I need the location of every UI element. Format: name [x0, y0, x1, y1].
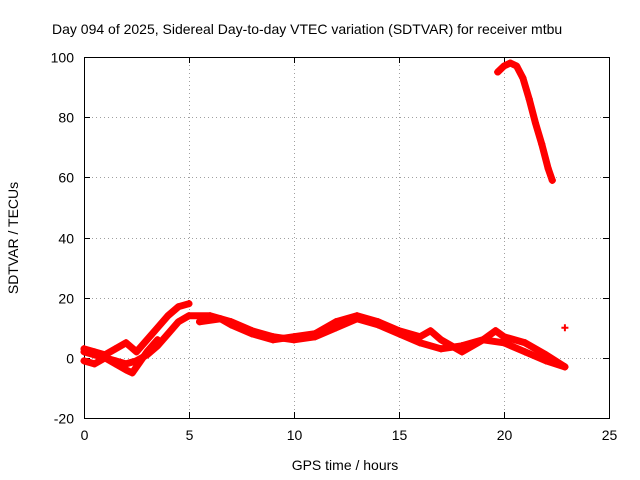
- y-tick-label: 80: [58, 110, 74, 126]
- data-point: [548, 176, 556, 184]
- data-point: [143, 348, 151, 356]
- chart-title: Day 094 of 2025, Sidereal Day-to-day VTE…: [52, 21, 562, 37]
- data-point: [544, 164, 552, 172]
- data-point: [500, 62, 508, 70]
- data-point: [196, 318, 203, 326]
- data-point: [154, 336, 161, 344]
- data-point: [519, 74, 527, 82]
- data-point: [122, 366, 130, 374]
- data-point: [532, 119, 539, 127]
- data-point: [437, 336, 445, 344]
- data-point: [395, 327, 403, 335]
- x-tick-label: 10: [287, 427, 303, 443]
- y-tick-label: 40: [58, 231, 74, 247]
- series-track-d: [196, 312, 569, 371]
- data-point: [538, 140, 546, 148]
- x-tick-label: 15: [392, 427, 408, 443]
- data-point: [500, 333, 508, 341]
- data-point: [427, 327, 434, 335]
- grid-lines: [84, 57, 609, 418]
- x-tick-label: 5: [186, 427, 194, 443]
- data-point: [164, 330, 172, 338]
- data-point: [492, 327, 500, 335]
- x-tick-label: 25: [602, 427, 618, 443]
- data-point: [521, 348, 529, 356]
- data-point: [513, 62, 521, 70]
- data-point: [290, 333, 298, 341]
- data-point: [91, 348, 98, 356]
- data-point: [227, 321, 235, 329]
- data-point: [185, 300, 193, 308]
- data-point: [437, 345, 445, 353]
- data-point: [91, 360, 98, 368]
- data-point: [561, 324, 569, 332]
- series-band: [494, 59, 556, 184]
- data-point: [479, 336, 487, 344]
- data-point: [122, 339, 130, 347]
- data-point: [112, 360, 119, 368]
- x-tick-label: 20: [497, 427, 513, 443]
- data-point: [217, 315, 224, 323]
- data-point: [135, 360, 143, 368]
- y-tick-label: -20: [54, 411, 74, 427]
- x-axis-label: GPS time / hours: [292, 457, 399, 473]
- y-tick-label: 100: [51, 50, 75, 66]
- data-point: [416, 333, 424, 341]
- data-point: [128, 369, 136, 377]
- data-point: [561, 363, 569, 371]
- data-point: [133, 348, 140, 356]
- y-tick-label: 20: [58, 291, 74, 307]
- data-point: [154, 324, 161, 332]
- data-point: [458, 348, 466, 356]
- series-track-e: [494, 59, 556, 184]
- data-point: [80, 345, 88, 353]
- data-point: [525, 95, 533, 103]
- data-point: [175, 318, 182, 326]
- data-point: [175, 303, 182, 311]
- y-axis-label: SDTVAR / TECUs: [5, 182, 21, 294]
- data-point: [101, 354, 109, 362]
- data-point: [500, 339, 508, 347]
- series-band: [196, 312, 569, 371]
- axis-ticks: 0 5 10 15 20 25 -20 0 20 40 60 80 100: [51, 50, 618, 444]
- data-points: [80, 59, 569, 377]
- data-point: [494, 68, 502, 76]
- data-point: [311, 330, 319, 338]
- data-point: [185, 312, 193, 320]
- y-tick-label: 0: [66, 351, 74, 367]
- data-point: [506, 59, 514, 67]
- data-point: [248, 330, 256, 338]
- data-point: [269, 336, 277, 344]
- data-point: [542, 351, 550, 359]
- y-tick-label: 60: [58, 170, 74, 186]
- data-point: [353, 312, 361, 320]
- data-point: [416, 339, 424, 347]
- data-point: [332, 318, 340, 326]
- data-point: [521, 339, 529, 347]
- data-point: [80, 357, 88, 365]
- data-point: [374, 318, 382, 326]
- data-point: [112, 345, 119, 353]
- data-point: [143, 336, 151, 344]
- x-tick-label: 0: [81, 427, 89, 443]
- data-point: [164, 312, 172, 320]
